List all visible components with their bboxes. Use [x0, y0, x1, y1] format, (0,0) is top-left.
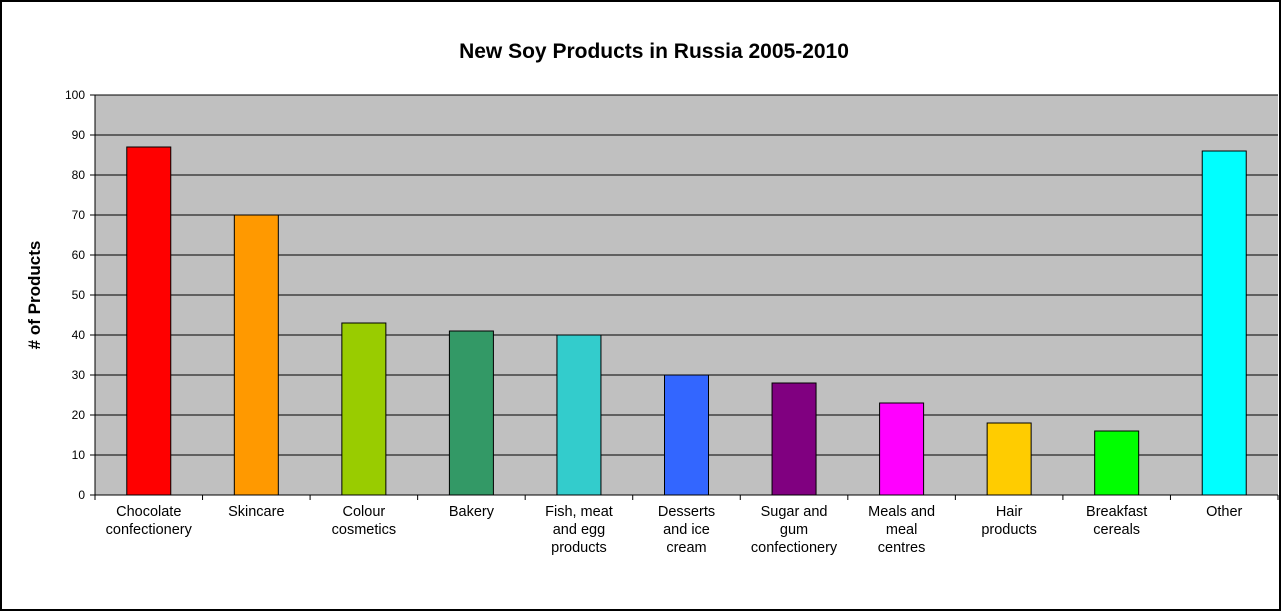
x-tick-label: Fish, meat and egg products: [545, 504, 613, 556]
bar: [1201, 150, 1247, 496]
x-tick-label: Skincare: [228, 504, 284, 520]
bar: [664, 374, 709, 496]
bar: [341, 322, 387, 496]
y-tick-label: 70: [72, 208, 86, 222]
x-tick-label: Meals and meal centres: [868, 504, 935, 556]
bar: [126, 146, 172, 496]
y-tick-label: 80: [72, 168, 86, 182]
bar: [233, 214, 279, 496]
bar: [1094, 430, 1140, 496]
y-tick-label: 90: [72, 128, 86, 142]
plot-area: 0 10 20 30 40 50 60 70 80 90 100 Chocolate confectio…: [65, 88, 1279, 556]
y-tick-label: 10: [72, 448, 86, 462]
x-tick-label: Sugar and gum confectionery: [751, 504, 838, 556]
x-tick-label: Colour cosmetics: [332, 504, 396, 538]
y-tick-label: 100: [65, 88, 85, 102]
x-tick-label: Hair products: [981, 504, 1037, 538]
bar: [771, 382, 817, 496]
x-tick-label: Bakery: [449, 504, 495, 520]
bar: [879, 402, 925, 496]
chart-title: New Soy Products in Russia 2005-2010: [459, 40, 849, 63]
x-tick-label: Chocolate confectionery: [106, 504, 193, 538]
y-tick-label: 20: [72, 408, 86, 422]
y-axis-label: # of Products: [25, 241, 44, 350]
x-tick-label: Other: [1206, 504, 1242, 520]
x-tick-label: Breakfast cereals: [1086, 504, 1147, 538]
bar: [986, 422, 1032, 496]
bar: [448, 330, 494, 496]
y-tick-label: 0: [78, 488, 85, 502]
y-tick-label: 60: [72, 248, 86, 262]
x-tick-label: Desserts and ice cream: [658, 504, 715, 556]
y-tick-label: 50: [72, 288, 86, 302]
y-tick-label: 30: [72, 368, 86, 382]
y-tick-label: 40: [72, 328, 86, 342]
bar: [556, 334, 602, 496]
